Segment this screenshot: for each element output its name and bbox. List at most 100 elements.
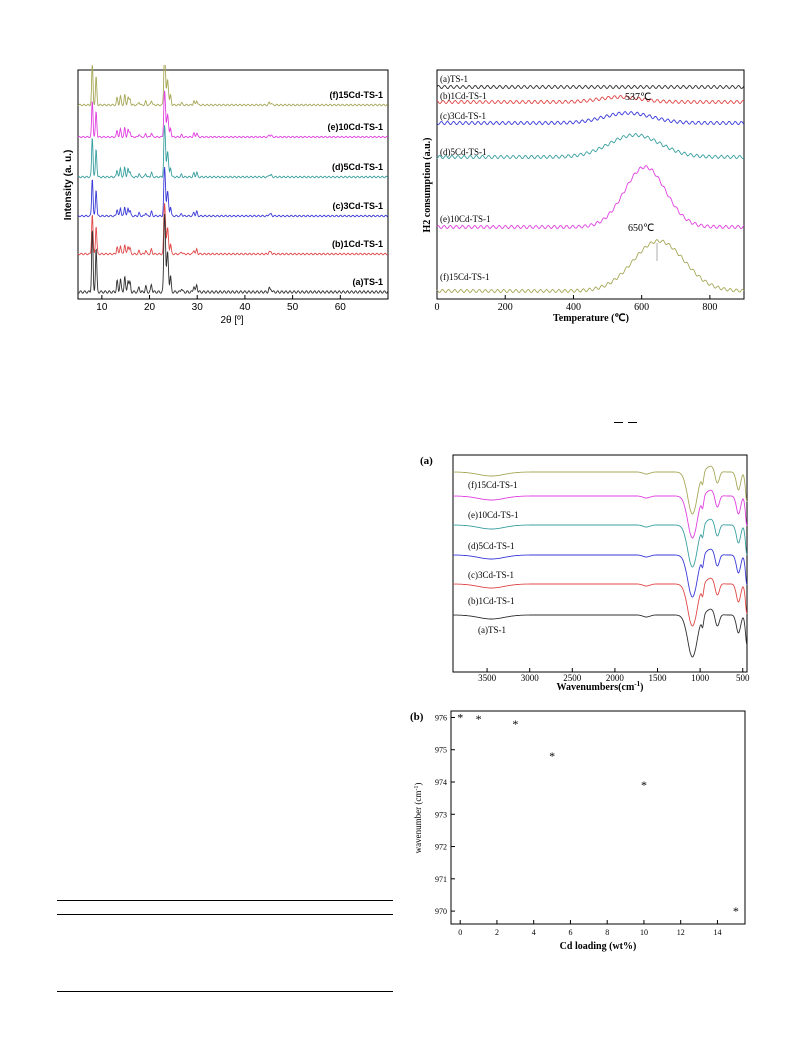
tpr-curve (436, 84, 745, 90)
ftir-series-label: (c)3Cd-TS-1 (468, 570, 514, 580)
ftir-series-label: (d)5Cd-TS-1 (468, 541, 515, 551)
xrd-series-label: (d)5Cd-TS-1 (332, 162, 383, 172)
ftir-tick-label: 3000 (521, 673, 540, 683)
ftir-series-label: (e)10Cd-TS-1 (468, 510, 519, 520)
wavenumber-y-label: wavenumber (cm-1) (413, 783, 423, 854)
xrd-curve (77, 213, 389, 294)
wavenumber-point: * (476, 712, 482, 726)
tpr-curve (436, 132, 745, 160)
ftir-series-label: (a)TS-1 (478, 625, 506, 635)
tpr-tick-label: 200 (498, 302, 513, 313)
wavenumber-x-label: Cd loading (wt%) (560, 941, 637, 952)
ftir-tick-label: 500 (736, 673, 750, 683)
tpr-x-axis: 0 200 400 600 800 (435, 295, 717, 313)
ftir-tick-label: 1500 (649, 673, 668, 683)
wavenumber-y-tick-label: 973 (435, 810, 447, 819)
tpr-frame (436, 69, 745, 300)
ftir-curve (452, 518, 748, 568)
ftir-svg: (a) (f)15Cd-TS-1(e)10Cd-TS-1(d)5Cd-TS-1(… (420, 454, 750, 693)
wavenumber-panel-label: (b) (410, 711, 424, 723)
wavenumber-point: * (549, 749, 555, 763)
wavenumber-chart: (b) 0 2 4 6 8 10 12 14 970 971 972 973 974 975 976 * * *… (410, 706, 750, 956)
wavenumber-y-tick-label: 975 (435, 746, 447, 755)
ftir-curves (452, 465, 748, 658)
ftir-x-axis: 3500 3000 2500 2000 1500 1000 500 (478, 668, 750, 683)
table-rule-mid (57, 914, 393, 915)
xrd-tick-label: 50 (287, 302, 299, 313)
ftir-curve (452, 548, 748, 598)
wavenumber-x-tick-label: 4 (532, 928, 536, 937)
ftir-tick-label: 2000 (606, 673, 625, 683)
tpr-curve (436, 165, 745, 230)
xrd-curve (77, 125, 389, 179)
wavenumber-x-tick-label: 14 (713, 928, 721, 937)
ftir-chart: (a) (f)15Cd-TS-1 (e)10Cd-TS-1 (d)5Cd-TS-1(… (420, 452, 750, 693)
ftir-series-label: (f)15Cd-TS-1 (468, 480, 518, 490)
ftir-curve (452, 489, 748, 539)
xrd-chart: (f)15Cd-TS-1 (e)10Cd-TS-1 (d)5Cd-TS-1 (c)3C… (60, 54, 390, 340)
wavenumber-x-tick-label: 6 (568, 928, 572, 937)
wavenumber-y-tick-label: 970 (435, 907, 447, 916)
ftir-series-label: (b)1Cd-TS-1 (468, 596, 515, 606)
ftir-x-label: Wavenumbers(cm-1) (557, 680, 644, 692)
wavenumber-frame (450, 710, 746, 925)
ftir-curve (452, 577, 748, 627)
xrd-curve (77, 203, 389, 256)
wavenumber-y-tick-label: 972 (435, 843, 447, 852)
tpr-annotation-650: 650℃ (628, 223, 654, 234)
xrd-tick-label: 10 (96, 302, 108, 313)
wavenumber-y-tick-label: 976 (435, 713, 447, 722)
xrd-series-label: (b)1Cd-TS-1 (332, 239, 383, 249)
xrd-frame (77, 69, 389, 300)
ftir-panel-label: (a) (420, 455, 433, 467)
xrd-labels: (f)15Cd-TS-1 (e)10Cd-TS-1 (d)5Cd-TS-1 (c)3C… (327, 90, 383, 287)
tpr-series-label: (e)10Cd-TS-1 (440, 214, 491, 224)
tpr-annotation-537: 537℃ (625, 92, 651, 103)
xrd-tick-label: 60 (335, 302, 347, 313)
ftir-curve (452, 465, 748, 515)
wavenumber-x-tick-label: 8 (605, 928, 609, 937)
ftir-labels: (f)15Cd-TS-1 (e)10Cd-TS-1 (d)5Cd-TS-1 (c)3C… (468, 480, 519, 635)
tpr-tick-label: 400 (566, 302, 581, 313)
ftir-tick-label: 3500 (478, 673, 497, 683)
tpr-labels: (a)TS-1 (b)1Cd-TS-1 (c)3Cd-TS-1 (d)5Cd-TS-1… (440, 74, 491, 282)
wavenumber-axes: 0 2 4 6 8 10 12 14 970 971 972 973 974 975 976 (435, 713, 721, 937)
xrd-tick-label: 40 (239, 302, 251, 313)
xrd-series-label: (c)3Cd-TS-1 (332, 201, 383, 211)
tpr-series-label: (c)3Cd-TS-1 (440, 111, 486, 121)
xrd-svg: (f)15Cd-TS-1 (e)10Cd-TS-1 (d)5Cd-TS-1 (c)3C… (63, 54, 389, 326)
wavenumber-x-tick-label: 12 (677, 928, 685, 937)
xrd-curve (77, 54, 388, 107)
tpr-curve (436, 95, 745, 105)
tpr-curves (436, 84, 745, 294)
wavenumber-point: * (641, 778, 647, 792)
tpr-chart: (a)TS-1 (b)1Cd-TS-1 (c)3Cd-TS-1 (d)5Cd-TS-1… (420, 65, 750, 330)
wavenumber-point: * (512, 717, 518, 731)
xrd-x-label: 2θ [º] (220, 315, 243, 326)
wavenumber-points: * * * * * * (457, 710, 739, 918)
xrd-curves (77, 54, 389, 294)
tpr-curve (436, 238, 745, 294)
tpr-y-label: H2 consumption (a.u.) (422, 137, 433, 232)
xrd-x-axis: 10 20 30 40 50 60 (96, 295, 346, 313)
tpr-curve (436, 110, 745, 126)
xrd-tick-label: 30 (192, 302, 204, 313)
tpr-tick-label: 0 (435, 302, 440, 313)
tpr-tick-label: 800 (702, 302, 717, 313)
xrd-series-label: (e)10Cd-TS-1 (327, 122, 383, 132)
wavenumber-y-tick-label: 974 (435, 778, 447, 787)
tpr-series-label: (f)15Cd-TS-1 (440, 272, 490, 282)
wavenumber-y-tick-label: 971 (435, 875, 447, 884)
ftir-frame (452, 454, 748, 673)
wavenumber-x-tick-label: 0 (458, 928, 462, 937)
xrd-curve (77, 166, 388, 218)
table-rule-bottom (57, 991, 393, 992)
tpr-series-label: (a)TS-1 (440, 74, 468, 84)
ftir-curve (452, 608, 748, 658)
xrd-series-label: (f)15Cd-TS-1 (330, 90, 384, 100)
tpr-series-label: (b)1Cd-TS-1 (440, 91, 487, 101)
wavenumber-point: * (733, 904, 739, 918)
tpr-x-label: Temperature (℃) (553, 313, 629, 324)
table-rule-top (57, 900, 393, 901)
